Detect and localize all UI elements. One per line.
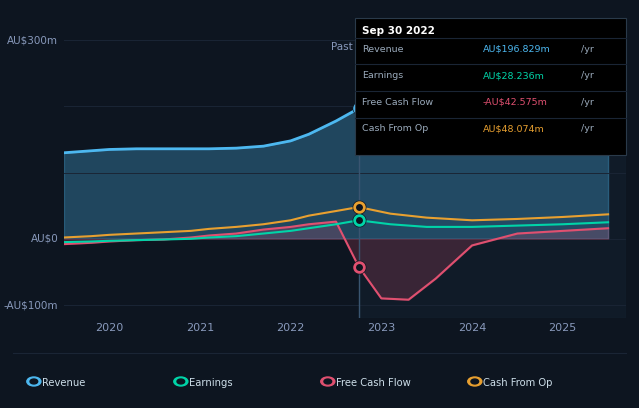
Text: Revenue: Revenue (42, 378, 86, 388)
Text: Cash From Op: Cash From Op (362, 124, 429, 133)
Text: Analysts Forecasts: Analysts Forecasts (364, 42, 461, 52)
Text: Past: Past (331, 42, 353, 52)
Bar (358, 20, 626, 318)
Text: AU$0: AU$0 (31, 234, 58, 244)
Text: Free Cash Flow: Free Cash Flow (362, 98, 433, 107)
Text: AU$196.829m: AU$196.829m (482, 45, 550, 54)
Text: AU$300m: AU$300m (7, 35, 58, 45)
Text: Sep 30 2022: Sep 30 2022 (362, 26, 435, 35)
Text: Earnings: Earnings (189, 378, 233, 388)
Text: -AU$42.575m: -AU$42.575m (482, 98, 548, 107)
Text: Revenue: Revenue (362, 45, 404, 54)
Text: /yr: /yr (581, 98, 594, 107)
Text: -AU$100m: -AU$100m (4, 300, 58, 310)
Text: AU$28.236m: AU$28.236m (482, 71, 544, 80)
Text: Cash From Op: Cash From Op (483, 378, 553, 388)
Text: /yr: /yr (581, 45, 594, 54)
Text: /yr: /yr (581, 71, 594, 80)
Text: Free Cash Flow: Free Cash Flow (336, 378, 411, 388)
Text: Earnings: Earnings (362, 71, 404, 80)
Text: AU$48.074m: AU$48.074m (482, 124, 544, 133)
Text: /yr: /yr (581, 124, 594, 133)
